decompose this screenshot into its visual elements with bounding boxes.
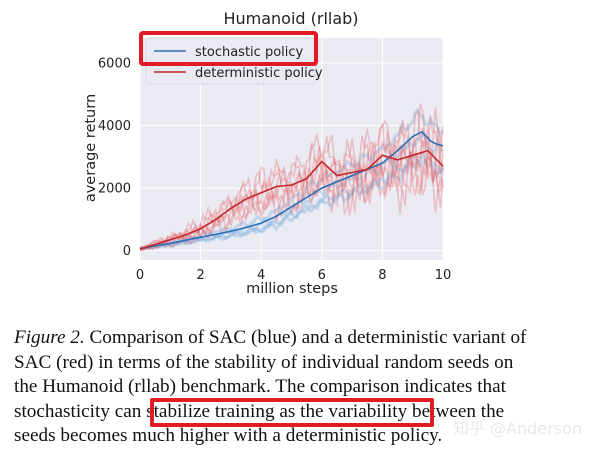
caption-label: Figure 2. (14, 327, 85, 348)
x-tick-label: 2 (196, 268, 204, 283)
x-tick-label: 4 (257, 268, 265, 283)
y-tick-label: 4000 (98, 119, 131, 134)
axis-ticks: 0 2 4 6 8 10 0 2000 4000 6000 (98, 57, 451, 283)
seed-line-stochastic (139, 151, 445, 251)
mean-series-lines (139, 130, 444, 250)
seed-line-deterministic (139, 109, 444, 252)
legend-label-stochastic: stochastic policy (195, 45, 304, 60)
x-tick-label: 6 (318, 268, 326, 283)
y-tick-label: 0 (123, 244, 131, 259)
seed-line-deterministic (139, 103, 444, 251)
seed-line-deterministic (139, 144, 444, 251)
x-tick-label: 0 (136, 268, 144, 283)
y-axis-label: average return (83, 94, 99, 202)
chart-title: Humanoid (rllab) (223, 9, 358, 28)
series-line-stochastic (139, 130, 444, 250)
seed-line-stochastic (139, 107, 445, 251)
x-tick-label: 8 (378, 268, 386, 283)
series-line-deterministic (139, 149, 444, 250)
caption-text: Comparison of SAC (blue) and a determini… (14, 327, 527, 447)
x-axis-label: million steps (246, 281, 338, 297)
seed-line-deterministic (139, 127, 444, 251)
highlight-box-caption (150, 398, 434, 427)
y-tick-label: 6000 (98, 57, 131, 72)
seed-line-deterministic (139, 126, 444, 250)
figure-caption: Figure 2. Comparison of SAC (blue) and a… (14, 326, 534, 449)
seed-line-deterministic (139, 149, 444, 251)
y-tick-label: 2000 (98, 182, 131, 197)
individual-seed-lines (139, 103, 445, 252)
highlight-box-legend (139, 31, 318, 66)
legend: stochastic policy deterministic policy (145, 37, 323, 85)
x-tick-label: 10 (435, 268, 452, 283)
seed-line-stochastic (139, 158, 445, 251)
chart: Humanoid (rllab) 0 2 4 6 8 10 0 2000 4000 6000 mi… (83, 9, 451, 297)
legend-label-deterministic: deterministic policy (195, 66, 323, 81)
watermark: 知乎 @Anderson (452, 419, 582, 438)
